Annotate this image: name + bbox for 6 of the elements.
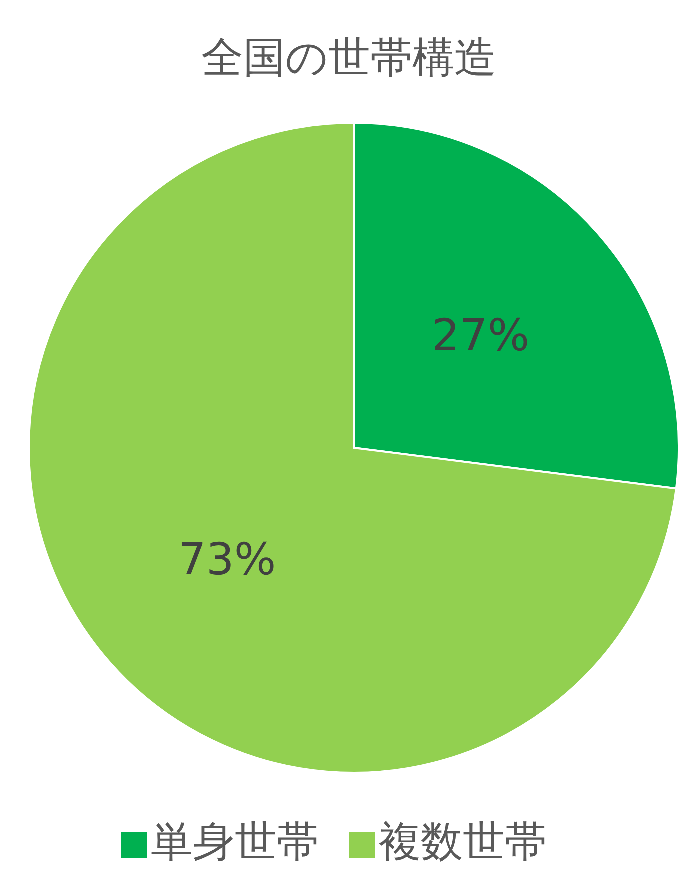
data-label: 27% [432, 310, 530, 362]
legend-label: 単身世帯 [151, 817, 319, 866]
pie-slice [28, 122, 678, 774]
chart-title: 全国の世帯構造 [200, 32, 498, 84]
legend-label: 複数世帯 [379, 817, 547, 866]
data-label: 73% [178, 534, 276, 586]
